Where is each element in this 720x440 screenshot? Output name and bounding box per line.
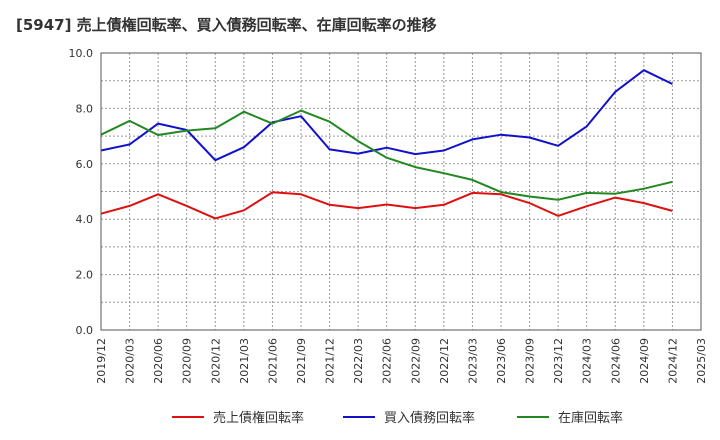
x-tick-label: 2023/12 [552,338,565,384]
x-tick-label: 2024/06 [609,338,622,384]
x-tick-label: 2021/06 [266,338,279,384]
legend-label: 売上債権回転率 [213,410,304,426]
x-tick-label: 2024/03 [581,338,594,384]
chart-title: [5947] 売上債権回転率、買入債務回転率、在庫回転率の推移 [16,16,437,34]
x-tick-label: 2022/12 [438,338,451,384]
plot-frame [100,52,702,331]
x-tick-label: 2025/03 [695,338,708,384]
x-tick-label: 2021/12 [324,338,337,384]
y-tick-label: 4.0 [76,213,94,226]
x-tick-label: 2023/09 [524,338,537,384]
x-tick-label: 2022/03 [352,338,365,384]
x-tick-label: 2024/12 [666,338,679,384]
x-tick-label: 2020/06 [152,338,165,384]
x-tick-label: 2020/09 [181,338,194,384]
legend-label: 在庫回転率 [558,410,623,426]
y-tick-label: 8.0 [76,102,94,115]
series-line-3 [100,109,673,201]
x-tick-label: 2024/09 [638,338,651,384]
x-tick-label: 2021/09 [295,338,308,384]
x-tick-label: 2023/06 [495,338,508,384]
x-tick-label: 2019/12 [95,338,108,384]
x-tick-label: 2020/03 [124,338,137,384]
y-tick-label: 2.0 [76,269,94,282]
x-tick-label: 2020/12 [209,338,222,384]
x-tick-label: 2022/06 [381,338,394,384]
y-tick-label: 10.0 [69,47,94,60]
series-line-2 [100,69,673,162]
legend-label: 買入債務回転率 [384,410,475,426]
series-line-1 [100,191,673,220]
y-tick-label: 0.0 [76,324,94,337]
x-tick-label: 2022/09 [409,338,422,384]
x-tick-label: 2023/03 [466,338,479,384]
x-tick-label: 2021/03 [238,338,251,384]
y-tick-label: 6.0 [76,158,94,171]
